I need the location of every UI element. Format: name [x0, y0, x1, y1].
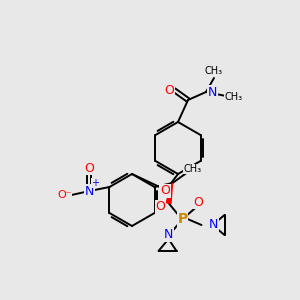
Text: O: O	[194, 196, 203, 208]
Text: N: N	[208, 85, 218, 98]
Text: O: O	[156, 200, 166, 214]
Text: CH₃: CH₃	[225, 92, 243, 102]
Text: N: N	[208, 218, 218, 232]
Polygon shape	[166, 183, 172, 203]
Text: O: O	[160, 184, 170, 197]
Text: O: O	[164, 83, 174, 97]
Text: N: N	[164, 229, 173, 242]
Text: O⁻: O⁻	[57, 190, 72, 200]
Text: N: N	[85, 184, 94, 197]
Text: +: +	[92, 178, 100, 188]
Text: CH₃: CH₃	[184, 164, 202, 174]
Text: P: P	[177, 212, 188, 226]
Text: CH₃: CH₃	[205, 66, 223, 76]
Text: O: O	[85, 161, 94, 175]
